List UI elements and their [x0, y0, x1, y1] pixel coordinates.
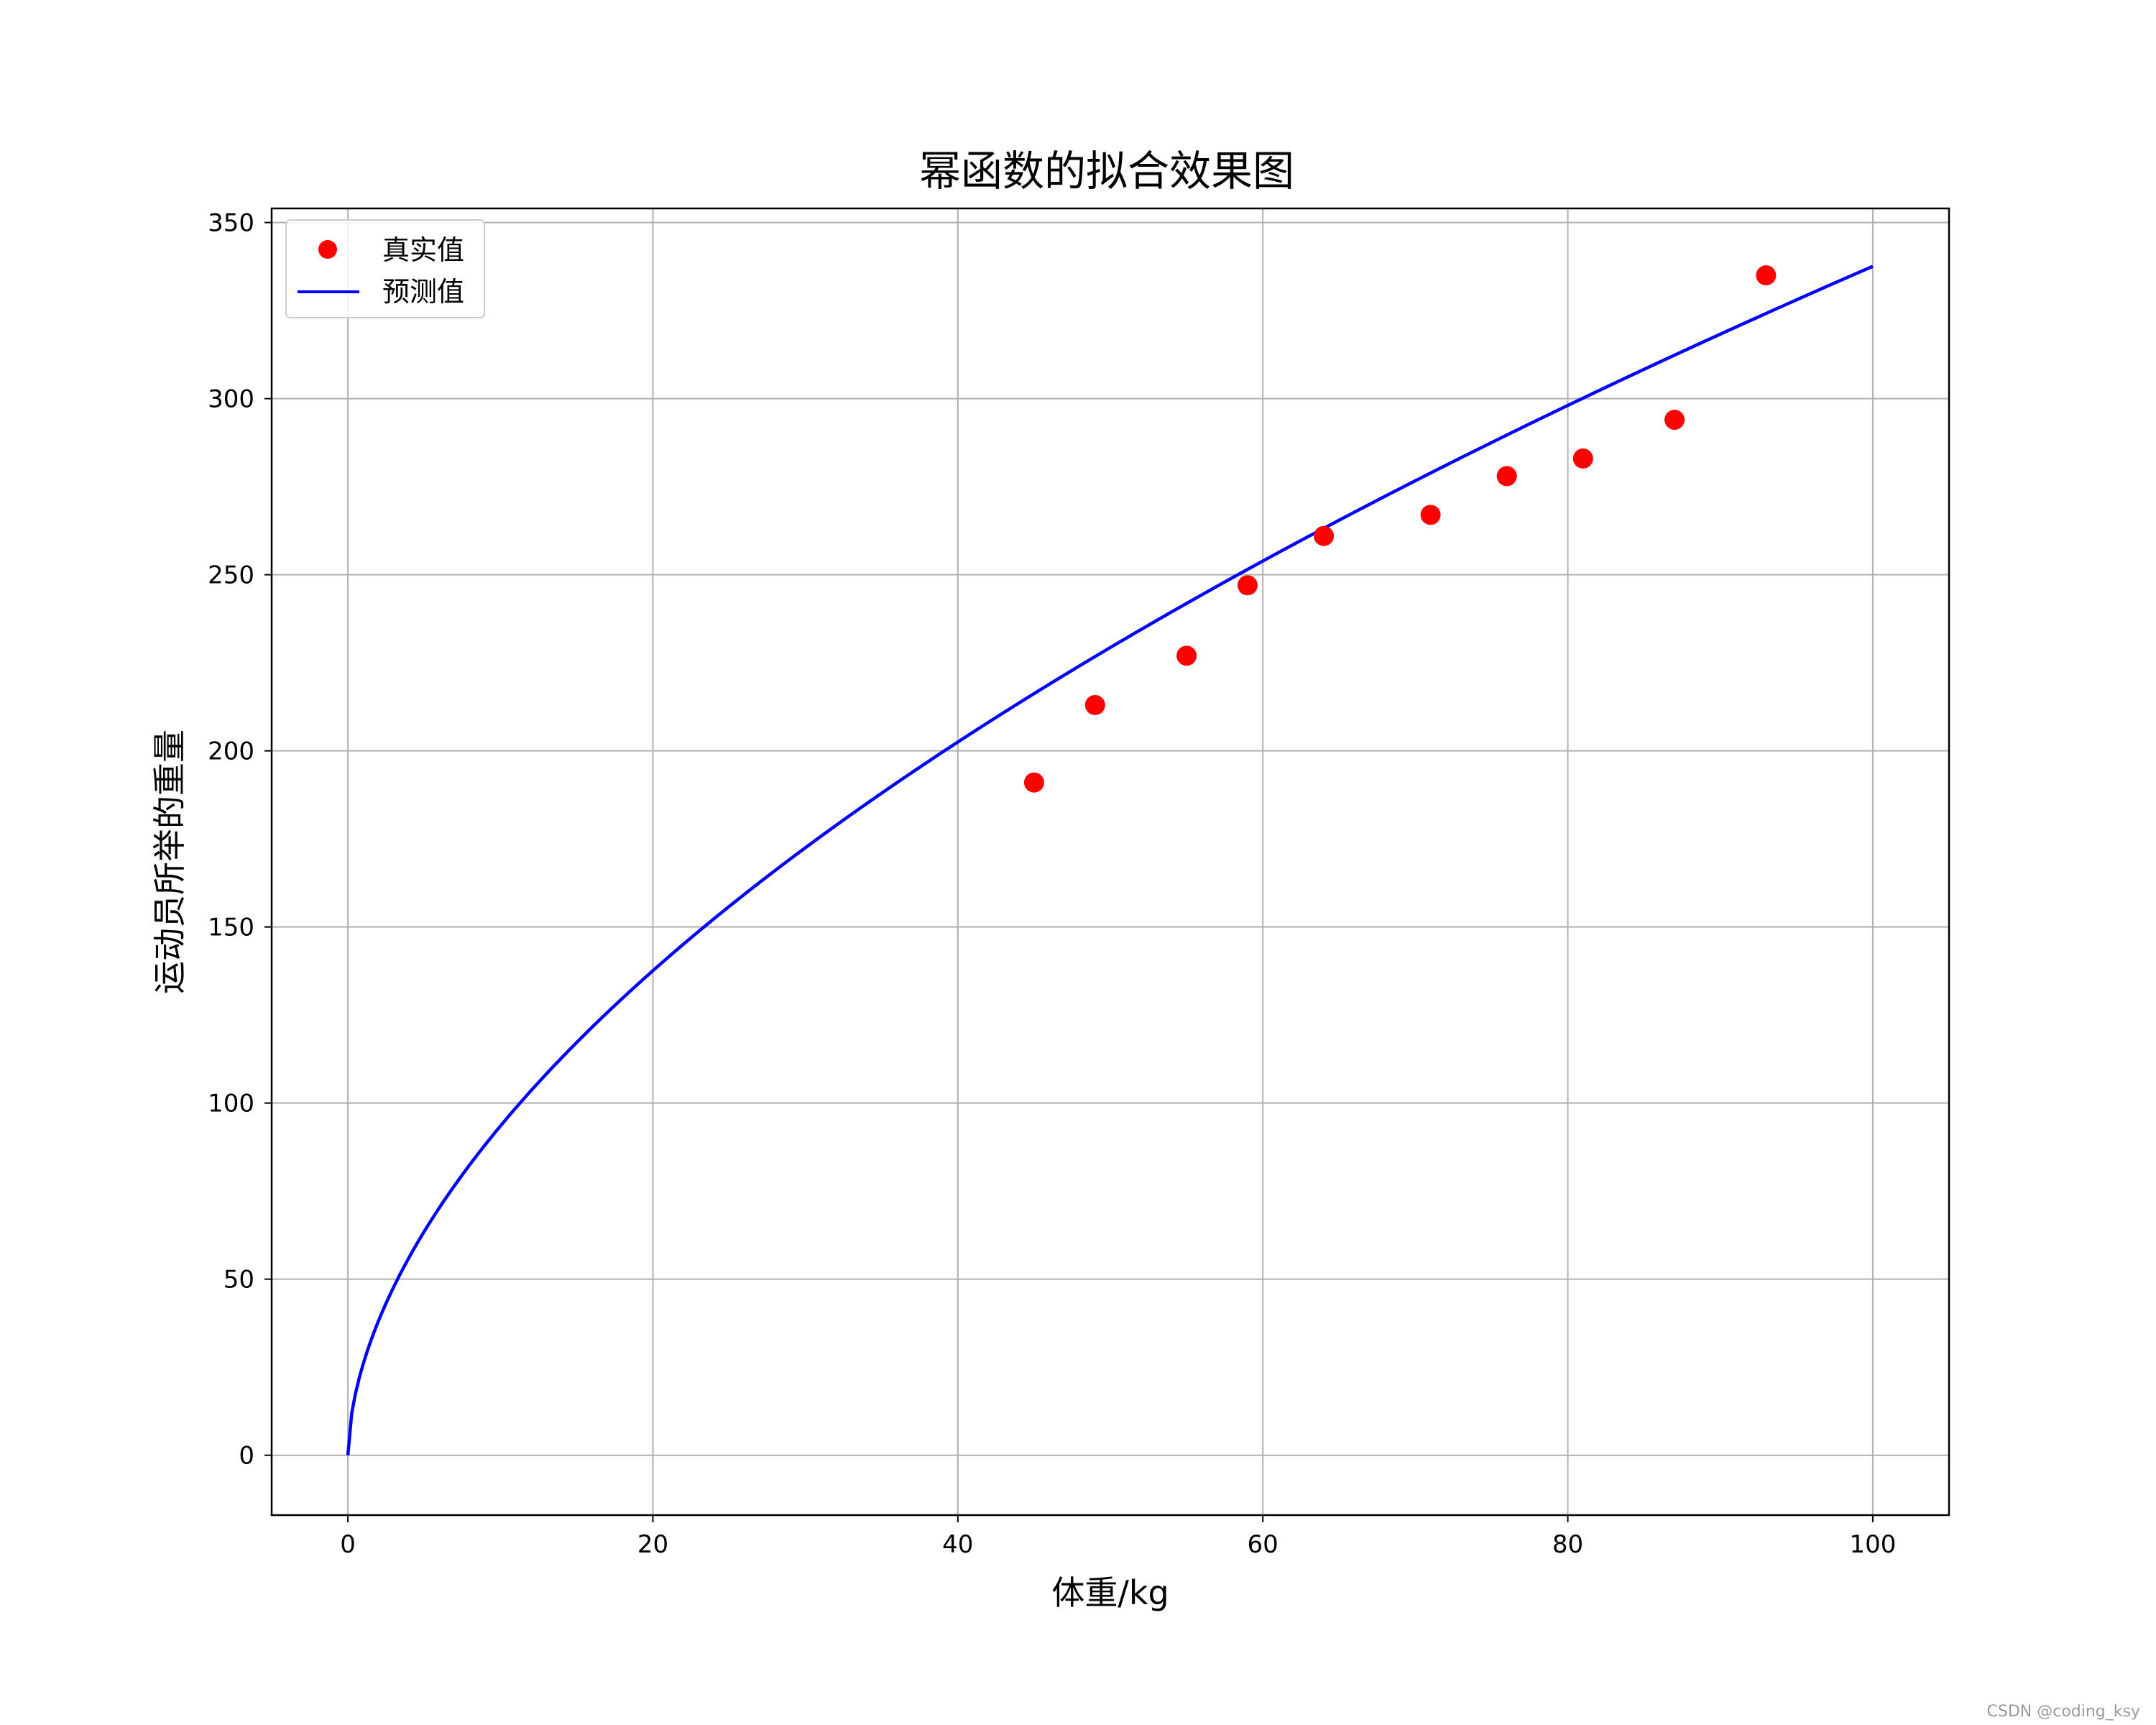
data-point — [1572, 448, 1593, 469]
data-point — [1023, 772, 1044, 793]
data-point — [1496, 466, 1517, 487]
legend-label-predicted: 预测值 — [382, 276, 464, 308]
y-tick-label: 200 — [208, 737, 254, 766]
x-tick-label: 40 — [942, 1530, 973, 1559]
axis-ticks: 0 20 40 60 80 100 0 50 100 150 200 250 300 350 — [208, 209, 1896, 1559]
y-tick-label: 0 — [239, 1442, 254, 1471]
prediction-line — [346, 264, 1874, 1455]
data-point — [1664, 410, 1685, 431]
data-point — [1314, 525, 1335, 546]
x-tick-label: 20 — [637, 1530, 668, 1559]
grid-lines — [272, 208, 1949, 1515]
prediction-line-layer — [346, 264, 1874, 1455]
y-tick-label: 150 — [208, 914, 254, 942]
legend-marker-real — [318, 240, 337, 259]
plot-frame — [270, 207, 1950, 1517]
y-tick-label: 350 — [208, 209, 254, 238]
x-tick-label: 80 — [1552, 1530, 1583, 1559]
data-point — [1420, 505, 1441, 525]
chart-title: 幂函数的拟合效果图 — [919, 147, 1294, 196]
x-tick-label: 0 — [340, 1530, 356, 1559]
data-point — [1176, 645, 1197, 666]
y-tick-label: 50 — [224, 1266, 254, 1294]
y-tick-label: 100 — [208, 1090, 254, 1118]
y-tick-label: 250 — [208, 561, 254, 590]
data-points-layer — [1023, 265, 1777, 793]
data-point — [1084, 694, 1105, 715]
x-tick-label: 60 — [1248, 1530, 1279, 1559]
watermark: CSDN @coding_ksy — [1987, 1703, 2140, 1721]
legend-label-real: 真实值 — [382, 234, 464, 266]
x-tick-label: 100 — [1849, 1530, 1896, 1559]
data-point — [1237, 575, 1258, 596]
x-axis-label: 体重/kg — [1051, 1573, 1169, 1612]
legend: 真实值 预测值 — [285, 219, 485, 318]
y-tick-label: 300 — [208, 385, 254, 414]
y-axis-label: 运动员所举的重量 — [150, 730, 189, 994]
data-point — [1756, 265, 1777, 286]
